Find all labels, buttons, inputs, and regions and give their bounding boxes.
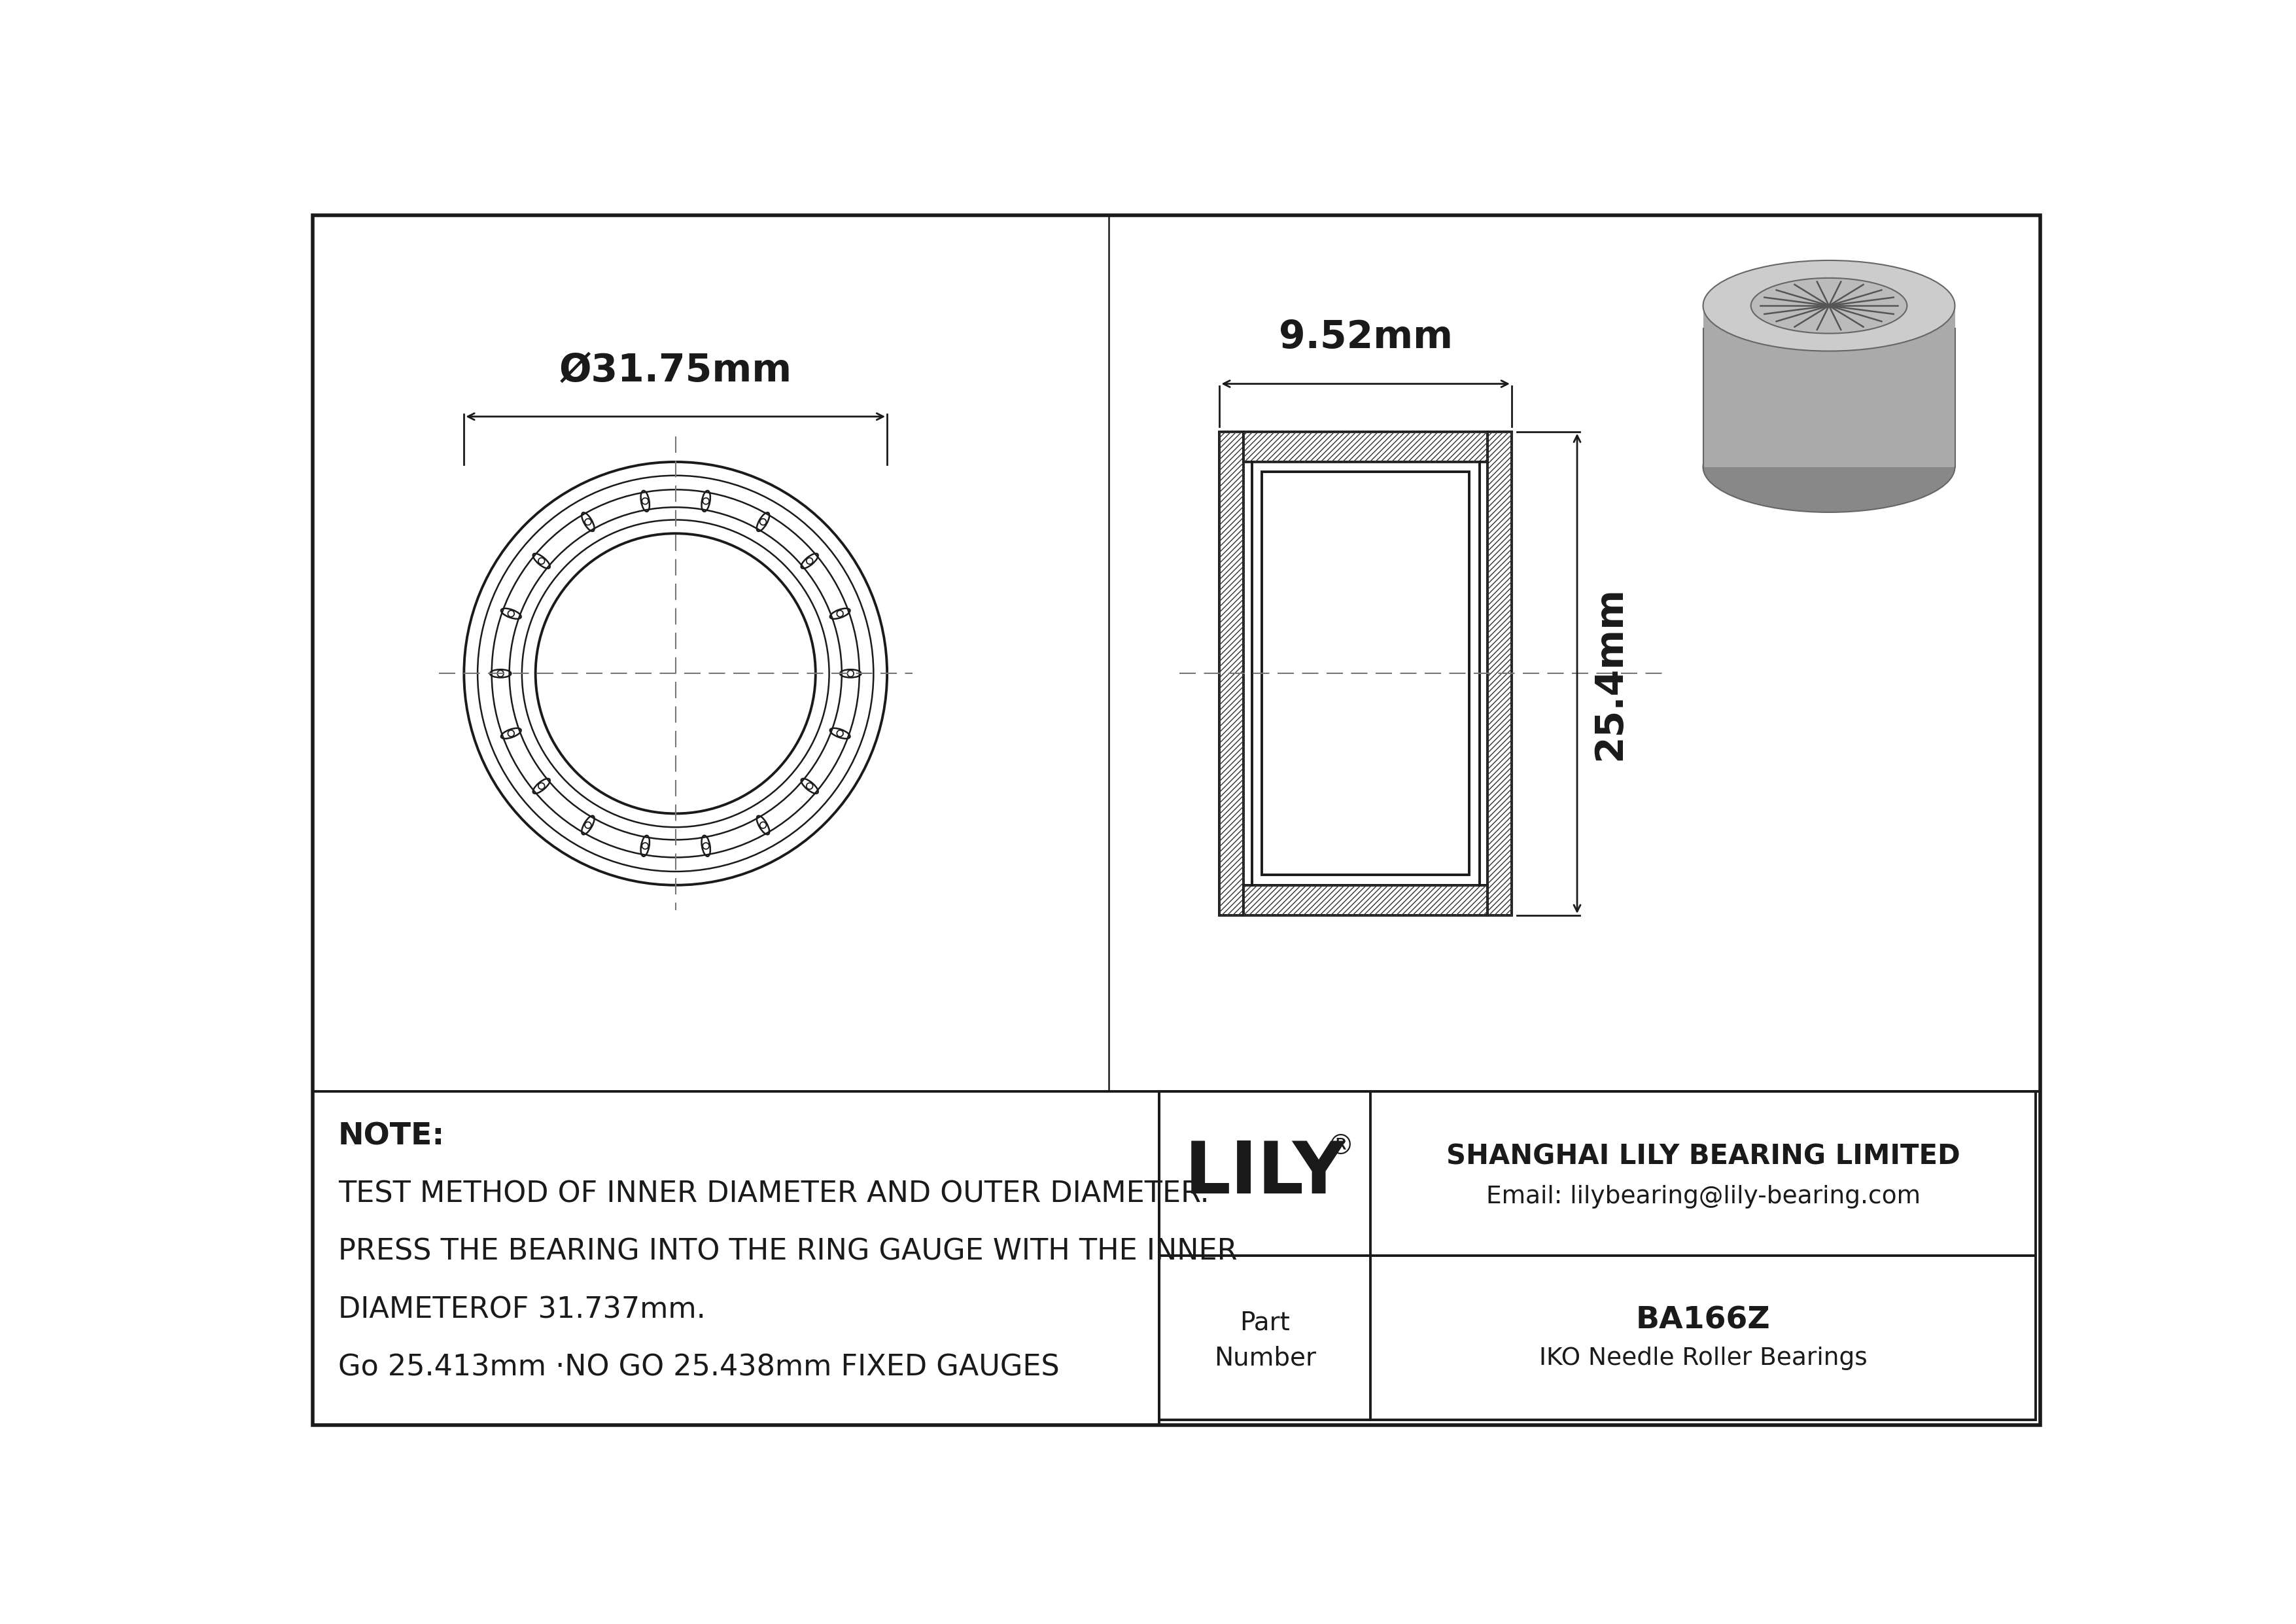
Bar (1219, 432, 1244, 916)
Text: LILY: LILY (1185, 1138, 1345, 1208)
Text: Part: Part (1240, 1311, 1290, 1335)
Ellipse shape (1704, 422, 1954, 512)
Text: PRESS THE BEARING INTO THE RING GAUGE WITH THE INNER: PRESS THE BEARING INTO THE RING GAUGE WI… (338, 1237, 1238, 1267)
Text: 9.52mm: 9.52mm (1279, 318, 1453, 356)
Text: Email: lilybearing@lily-bearing.com: Email: lilybearing@lily-bearing.com (1486, 1184, 1919, 1208)
Bar (1263, 473, 1469, 875)
Ellipse shape (1752, 278, 1908, 333)
Text: Number: Number (1215, 1346, 1316, 1371)
Text: SHANGHAI LILY BEARING LIMITED: SHANGHAI LILY BEARING LIMITED (1446, 1142, 1961, 1169)
Bar (1488, 432, 1511, 916)
Text: IKO Needle Roller Bearings: IKO Needle Roller Bearings (1538, 1346, 1867, 1371)
Text: Go 25.413mm ·NO GO 25.438mm FIXED GAUGES: Go 25.413mm ·NO GO 25.438mm FIXED GAUGES (338, 1354, 1058, 1382)
Text: NOTE:: NOTE: (338, 1122, 445, 1151)
Ellipse shape (1704, 260, 1954, 351)
Text: TEST METHOD OF INNER DIAMETER AND OUTER DIAMETER.: TEST METHOD OF INNER DIAMETER AND OUTER … (338, 1181, 1210, 1208)
Bar (1488, 432, 1511, 916)
Bar (1244, 432, 1488, 461)
Bar (1159, 1091, 2037, 1419)
Bar (1244, 885, 1488, 916)
Text: Ø31.75mm: Ø31.75mm (558, 351, 792, 388)
Text: BA166Z: BA166Z (1635, 1306, 1770, 1335)
Bar (1219, 432, 1244, 916)
Bar (1704, 305, 1954, 468)
Text: ®: ® (1327, 1132, 1355, 1160)
Text: DIAMETEROF 31.737mm.: DIAMETEROF 31.737mm. (338, 1296, 705, 1324)
Bar (1244, 885, 1488, 916)
Text: 25.4mm: 25.4mm (1591, 586, 1628, 760)
Bar (1244, 432, 1488, 461)
